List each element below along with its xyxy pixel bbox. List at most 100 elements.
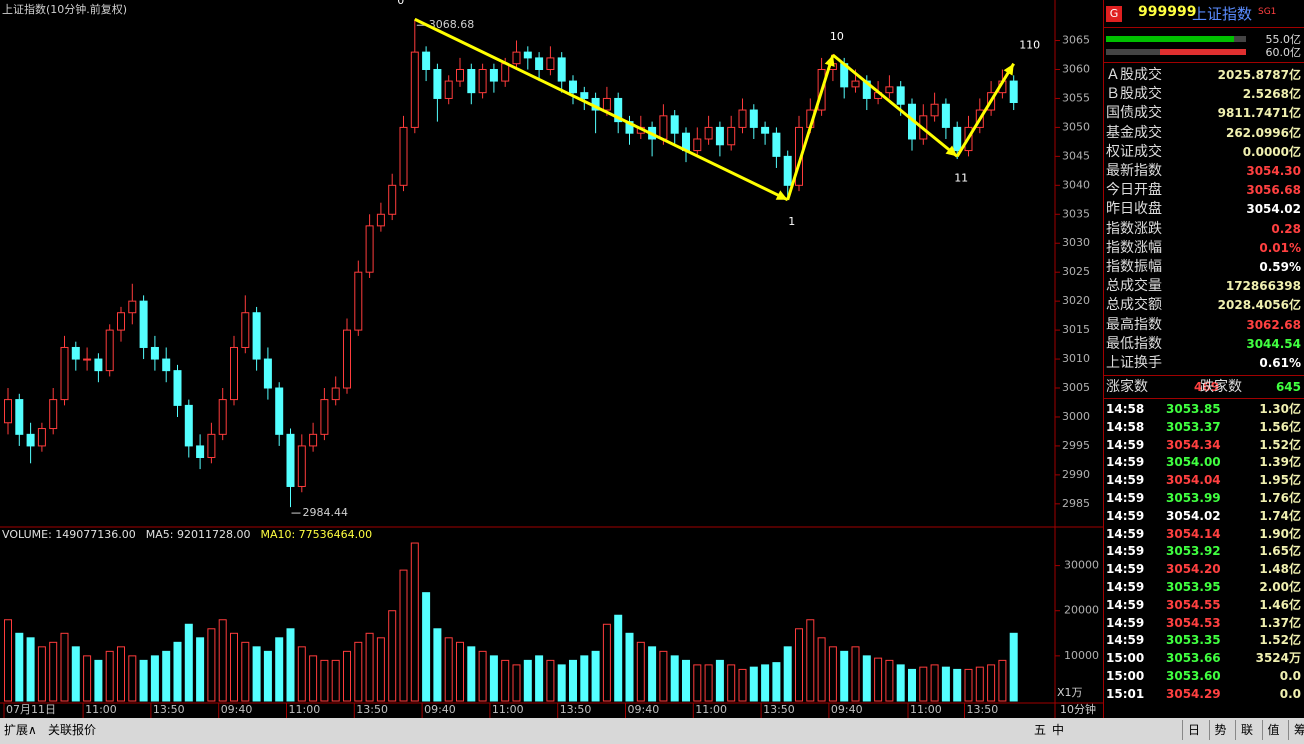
volume-bar [399, 569, 408, 702]
volume-bar [625, 632, 634, 702]
candle-body [738, 109, 747, 128]
candle-body [399, 126, 408, 186]
tab[interactable]: 扩展∧ [4, 723, 37, 737]
candle-body [885, 86, 894, 94]
annotation-label: 110 [1019, 39, 1040, 52]
volume-bar [26, 637, 35, 702]
volume-bar [704, 664, 713, 702]
volume-bar [286, 628, 295, 702]
x-tick-label: 09:40 [424, 703, 456, 716]
tick-row: 14:59 3054.53 1.37亿 [1106, 614, 1301, 632]
volume-bar [173, 641, 182, 702]
trend-arrow [831, 53, 959, 158]
stat-label: 上证换手 [1106, 355, 1162, 371]
volume-bar [614, 614, 623, 702]
volume-bar [862, 655, 871, 702]
volume-header: MA5: 92011728.00 [146, 528, 251, 541]
arrow-head [945, 145, 958, 157]
volume-bar [512, 664, 521, 702]
volume-bar [772, 662, 781, 702]
stat-value: 0.28 [1271, 221, 1301, 236]
tick-time: 14:59 [1106, 491, 1145, 505]
tick-price: 3053.99 [1166, 491, 1221, 505]
candle-body [456, 68, 464, 82]
tick-time: 15:01 [1106, 686, 1145, 701]
tick-time: 14:58 [1106, 419, 1145, 434]
view-button[interactable]: 联 [1235, 720, 1253, 740]
toolbar: 扩展∧ 关联报价 五中 日势联值筹 [0, 718, 1304, 744]
x-tick-label: 13:50 [560, 703, 592, 716]
volume-bar [546, 659, 555, 702]
tick-amount: 1.48亿 [1259, 562, 1301, 577]
y-tick-label: 3050 [1062, 120, 1090, 133]
stat-value: 3054.30 [1246, 164, 1301, 178]
x-tick-label: 11:00 [492, 703, 524, 716]
stat-row: 昨日收盘 3054.02 [1106, 200, 1301, 219]
candle-body [275, 387, 284, 435]
view-button[interactable]: 势 [1208, 720, 1227, 740]
volume-bar [953, 668, 962, 702]
volume-bar [365, 632, 374, 702]
volume-bar [444, 637, 453, 702]
tick-price: 3054.20 [1166, 562, 1221, 577]
volume-bar [648, 646, 657, 702]
candle-body [704, 126, 713, 140]
x-tick-label: 11:00 [695, 703, 727, 716]
stat-value: 262.0996亿 [1225, 125, 1301, 140]
stat-label: 昨日收盘 [1106, 201, 1162, 218]
volume-bar [874, 657, 883, 702]
tick-price: 3053.85 [1166, 402, 1221, 416]
candle-body [535, 57, 544, 70]
tick-time: 14:59 [1106, 544, 1145, 559]
view-button[interactable]: 日 [1182, 720, 1200, 740]
x-tick-label: 13:50 [967, 703, 999, 716]
tick-price: 3054.00 [1166, 455, 1221, 470]
annotation-label: 1 [788, 215, 795, 228]
volume-bar [761, 664, 770, 702]
candle-body [1009, 80, 1018, 104]
candle-body [139, 300, 148, 348]
stat-label: 最高指数 [1106, 316, 1162, 333]
candle-body [49, 399, 58, 430]
candle-body [263, 358, 272, 389]
volume-bar [1009, 632, 1018, 702]
candle-body [218, 399, 227, 435]
candle-body [761, 126, 770, 134]
tick-price: 3054.14 [1166, 526, 1221, 541]
tick-price: 3053.35 [1166, 633, 1221, 648]
candle-body [117, 312, 125, 331]
volume-bar [331, 659, 340, 702]
volume-bar [964, 668, 973, 702]
stat-row: 指数涨跌 0.28 [1106, 220, 1301, 239]
candle-body [71, 346, 80, 360]
y-tick-label: 3020 [1062, 294, 1090, 307]
view-button[interactable]: 值 [1261, 720, 1280, 740]
annotation-label: 0 [397, 0, 404, 7]
volume-bar [196, 637, 205, 702]
volume-bar [83, 655, 92, 702]
volume-bar [727, 664, 736, 702]
view-button[interactable]: 筹 [1288, 720, 1304, 740]
x-tick-label: 11:00 [289, 703, 321, 716]
volume-bar [896, 664, 905, 702]
tick-row: 14:59 3053.99 1.76亿 [1106, 489, 1301, 507]
y-tick-label: 3025 [1062, 265, 1090, 278]
x-tick-label: 11:00 [85, 703, 117, 716]
name: 上证指数 [1192, 5, 1253, 23]
stat-label: Ｂ股成交 [1106, 86, 1162, 103]
volume-bar [908, 668, 916, 702]
x-tick-label: 09:40 [831, 703, 863, 716]
candle-body [297, 445, 306, 487]
x-tick-label: 09:40 [221, 703, 253, 716]
trend-arrow [414, 17, 789, 202]
stat-value: 2028.4056亿 [1217, 298, 1301, 313]
volume-bar [15, 632, 24, 702]
tab[interactable]: 关联报价 [48, 723, 97, 737]
down-label: 跌家数 [1200, 379, 1242, 395]
tick-price: 3054.34 [1166, 437, 1221, 452]
quote-panel: G 999999 上证指数 SG1 55.0亿 60.0亿 Ａ股成交 2025.8787亿 Ｂ股… [1103, 0, 1304, 718]
volume-bar [840, 650, 849, 702]
candle-body [523, 51, 532, 59]
candle-body [693, 138, 702, 152]
